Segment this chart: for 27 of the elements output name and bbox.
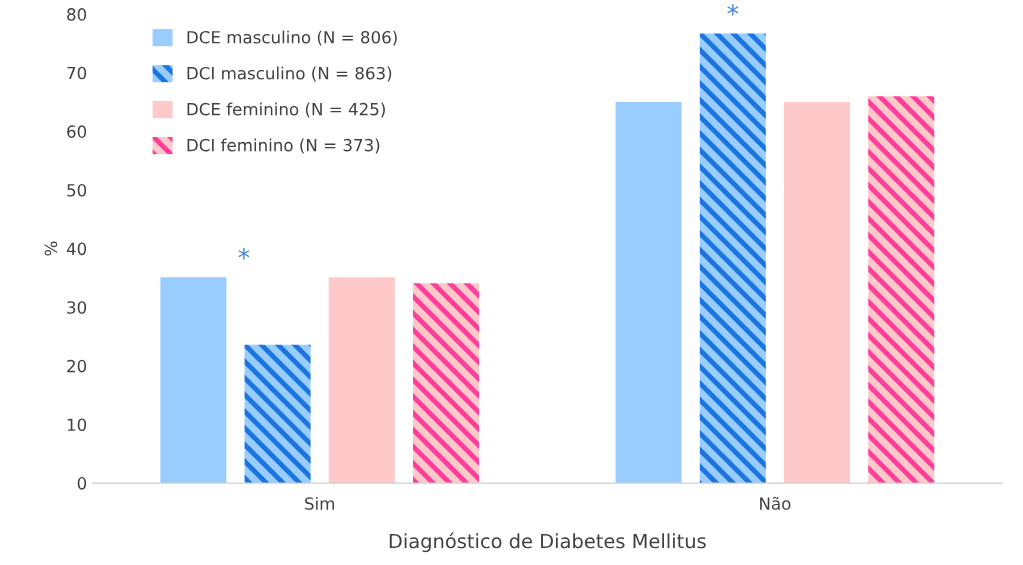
y-tick-label: 0: [77, 477, 87, 490]
bar: [615, 102, 682, 484]
bar: [328, 277, 395, 484]
y-tick-label: 30: [67, 301, 87, 314]
legend-label: DCI masculino (N = 863): [187, 66, 392, 82]
y-axis-title: %: [44, 241, 58, 256]
y-tick-label: 20: [67, 359, 87, 373]
y-tick-label: 40: [66, 242, 87, 256]
bar: [784, 102, 851, 484]
bar: [413, 283, 480, 484]
y-tick-label: 50: [67, 183, 87, 197]
y-tick-label: 60: [67, 125, 87, 138]
y-tick-label: 70: [67, 66, 87, 80]
bar: [868, 96, 935, 484]
y-tick-label: 10: [67, 418, 87, 432]
y-tick-label: 80: [67, 8, 87, 21]
legend-label: DCE feminino (N = 425): [187, 102, 385, 118]
legend-label: DCI feminino (N = 373): [187, 138, 380, 154]
bar: [160, 277, 227, 484]
annotation: *: [727, 4, 739, 16]
x-tick-label: Sim: [305, 496, 334, 510]
annotation: *: [238, 248, 250, 260]
x-axis-title: Diagnóstico de Diabetes Mellitus: [389, 532, 706, 553]
x-tick-label: Não: [760, 496, 791, 510]
legend-label: DCE masculino (N = 806): [187, 30, 397, 46]
bar: [699, 33, 766, 484]
bar: [244, 344, 311, 484]
